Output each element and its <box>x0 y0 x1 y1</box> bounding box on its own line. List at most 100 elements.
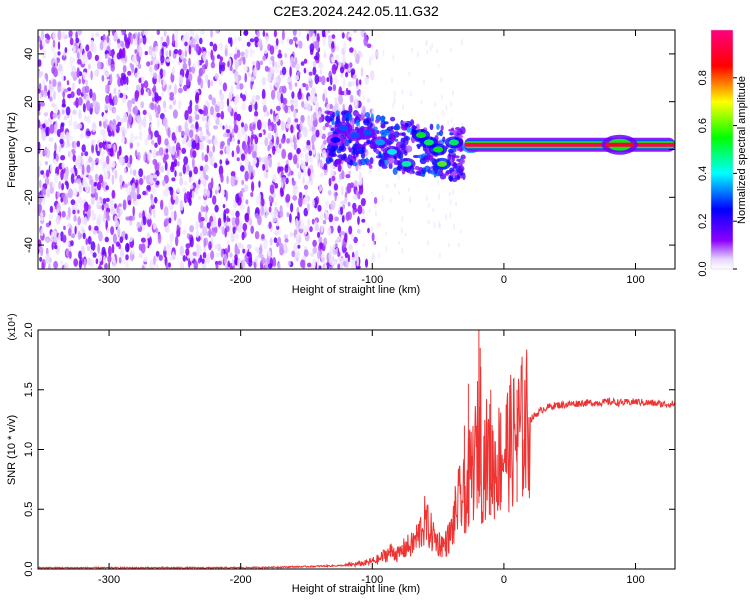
noise-blob <box>324 200 330 208</box>
noise-blob <box>216 101 221 106</box>
noise-blob <box>140 101 145 109</box>
snr-frame <box>37 329 676 570</box>
noise-blob <box>344 251 349 259</box>
noise-blob <box>70 240 74 247</box>
noise-blob <box>270 66 275 71</box>
noise-blob <box>38 35 41 42</box>
noise-blob <box>296 71 301 76</box>
noise-blob <box>182 57 187 63</box>
noise-blob <box>109 149 114 157</box>
noise-blob <box>224 227 228 238</box>
noise-blob <box>373 197 378 204</box>
noise-blob <box>368 208 371 214</box>
noise-blob <box>280 59 284 67</box>
noise-blob <box>234 254 238 261</box>
noise-blob <box>321 108 325 115</box>
noise-blob <box>192 30 195 41</box>
noise-blob <box>81 144 86 153</box>
noise-blob <box>137 31 141 38</box>
noise-blob <box>303 166 307 177</box>
noise-blob <box>290 104 294 112</box>
noise-blob <box>231 216 236 227</box>
noise-blob <box>109 73 113 84</box>
signal-blob <box>374 119 380 124</box>
noise-blob <box>108 93 112 104</box>
noise-blob <box>222 125 225 130</box>
noise-blob <box>348 244 353 251</box>
noise-blob <box>173 48 179 55</box>
noise-blob <box>175 125 179 134</box>
noise-blob <box>284 238 289 243</box>
noise-blob <box>81 216 85 226</box>
noise-blob <box>95 101 101 113</box>
noise-blob <box>134 199 140 206</box>
noise-blob <box>363 198 366 204</box>
noise-blob <box>84 182 89 193</box>
noise-blob <box>227 137 231 147</box>
noise-blob <box>353 30 358 33</box>
signal-patch <box>448 139 459 146</box>
noise-blob <box>72 57 76 63</box>
noise-blob <box>335 45 340 52</box>
noise-blob <box>322 219 327 225</box>
noise-blob <box>294 98 298 109</box>
noise-blob <box>334 102 339 111</box>
signal-blob <box>448 128 454 132</box>
noise-blob <box>46 35 51 40</box>
noise-blob <box>279 242 284 253</box>
signal-blob <box>378 151 382 159</box>
noise-blob <box>450 101 453 107</box>
noise-blob <box>41 30 45 41</box>
noise-blob <box>152 208 156 219</box>
noise-blob <box>262 30 266 37</box>
noise-blob <box>248 165 254 174</box>
noise-blob <box>250 76 255 82</box>
signal-blob <box>415 123 420 131</box>
noise-blob <box>239 165 245 172</box>
noise-blob <box>273 237 278 244</box>
noise-blob <box>166 58 171 63</box>
noise-blob <box>188 57 191 68</box>
noise-blob <box>382 49 385 57</box>
noise-blob <box>237 36 242 42</box>
noise-blob <box>185 164 190 172</box>
noise-blob <box>125 242 130 253</box>
noise-blob <box>121 30 125 36</box>
noise-blob <box>174 30 179 40</box>
noise-blob <box>73 258 79 267</box>
signal-blob <box>336 113 341 122</box>
signal-blob <box>386 126 394 131</box>
noise-blob <box>106 53 110 59</box>
noise-blob <box>334 216 339 222</box>
snr-x-label: Height of straight line (km) <box>292 583 420 595</box>
noise-blob <box>272 257 277 268</box>
noise-blob <box>169 95 174 101</box>
noise-blob <box>115 241 120 247</box>
noise-blob <box>219 42 224 51</box>
signal-blob <box>352 161 358 167</box>
noise-blob <box>226 215 229 222</box>
noise-blob <box>236 145 240 154</box>
noise-blob <box>300 153 304 159</box>
noise-blob <box>80 245 85 256</box>
noise-blob <box>86 100 91 112</box>
noise-blob <box>166 243 170 250</box>
noise-blob <box>234 57 238 69</box>
noise-blob <box>331 57 336 64</box>
noise-blob <box>241 122 244 128</box>
noise-blob <box>107 254 112 264</box>
noise-blob <box>192 157 195 169</box>
noise-blob <box>71 140 77 150</box>
noise-blob <box>41 131 47 141</box>
noise-blob <box>397 174 400 181</box>
signal-blob <box>417 154 424 159</box>
signal-blob <box>370 113 374 122</box>
noise-blob <box>225 144 231 155</box>
noise-blob <box>92 252 97 258</box>
noise-blob <box>195 121 199 130</box>
noise-blob <box>280 93 284 104</box>
noise-blob <box>276 242 279 247</box>
noise-blob <box>157 96 162 101</box>
noise-blob <box>104 171 109 180</box>
noise-blob <box>200 173 204 184</box>
